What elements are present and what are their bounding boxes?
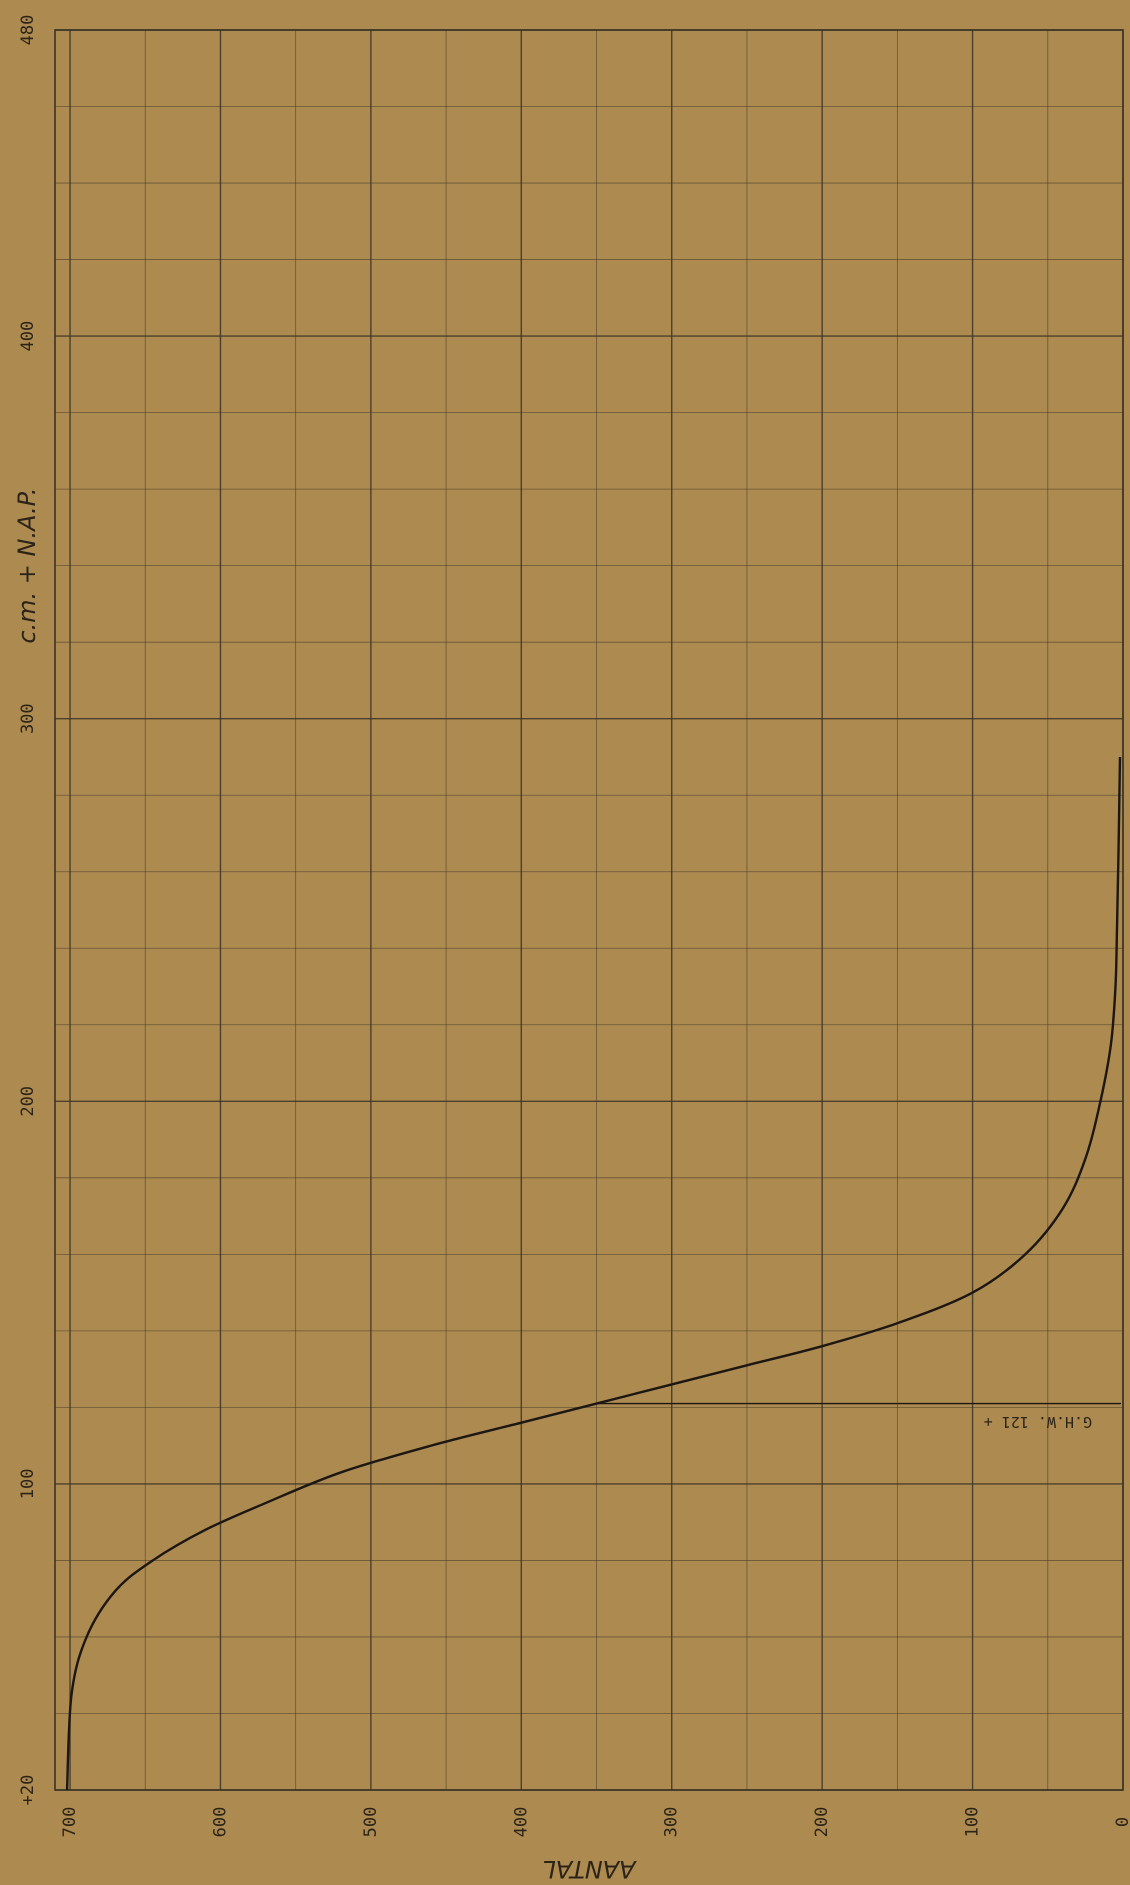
y-axis-title: c.m. + N.A.P. bbox=[13, 488, 41, 644]
series-line bbox=[65, 756, 1122, 1791]
y-tick-label: 300 bbox=[18, 703, 38, 734]
x-tick-label: 700 bbox=[60, 1807, 80, 1838]
x-tick-label: 600 bbox=[210, 1807, 230, 1838]
x-tick-label: 0 bbox=[1113, 1817, 1130, 1827]
x-tick-label: 100 bbox=[963, 1807, 983, 1838]
x-tick-label: 300 bbox=[662, 1807, 682, 1838]
x-axis-title: AANTAL bbox=[542, 1855, 637, 1883]
plot-area bbox=[54, 29, 1124, 1791]
y-tick-label: 200 bbox=[18, 1086, 38, 1117]
y-tick-label: 100 bbox=[18, 1469, 38, 1500]
x-tick-label: 500 bbox=[361, 1807, 381, 1838]
x-tick-label: 200 bbox=[812, 1807, 832, 1838]
annotation-label: G.H.W. 121 + bbox=[984, 1413, 1092, 1431]
y-tick-label: 400 bbox=[18, 321, 38, 352]
y-tick-label: 480 bbox=[18, 15, 38, 46]
y-tick-label: +20 bbox=[18, 1775, 38, 1806]
x-tick-label: 400 bbox=[511, 1807, 531, 1838]
